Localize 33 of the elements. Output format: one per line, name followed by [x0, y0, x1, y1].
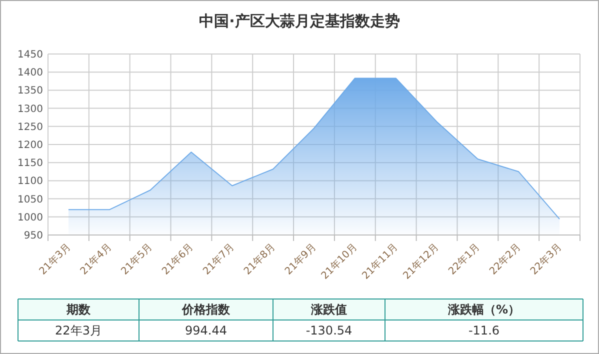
y-tick-label: 1300 [18, 104, 43, 115]
x-tick-label: 21年7月 [200, 241, 237, 278]
x-tick-label: 21年8月 [242, 241, 278, 278]
text: 涨跌幅（%） [446, 302, 520, 317]
x-tick-label: 21年4月 [78, 241, 114, 278]
x-tick-label: 21年6月 [160, 241, 196, 278]
x-tick-label: 21年11月 [360, 241, 400, 282]
x-tick-label: 21年3月 [36, 241, 74, 278]
text: 994.44 [185, 324, 227, 338]
text: -130.54 [306, 324, 352, 338]
y-tick-label: 1350 [18, 86, 43, 97]
y-tick-label: 1100 [18, 176, 43, 188]
y-tick-label: 1000 [18, 212, 43, 224]
chart-title: 中国·产区大蒜月定基指数走势 [199, 12, 400, 30]
y-tick-label: 1200 [18, 140, 43, 151]
text: 价格指数 [181, 302, 231, 317]
y-tick-label: 1400 [18, 68, 43, 79]
y-tick-label: 1050 [18, 194, 43, 206]
text: 期数 [66, 302, 92, 317]
x-tick-label: 21年5月 [118, 241, 155, 278]
x-tick-label: 21年9月 [282, 241, 319, 278]
text: 涨跌值 [310, 302, 347, 317]
x-tick-label: 21年10月 [318, 241, 360, 282]
y-tick-label: 1150 [18, 158, 43, 170]
x-tick-label: 22年1月 [446, 241, 482, 278]
y-tick-label: 1250 [18, 122, 43, 133]
text: 22年3月 [55, 324, 102, 338]
y-tick-label: 1450 [18, 50, 43, 60]
x-tick-label: 22年2月 [487, 241, 524, 278]
y-tick-label: 950 [24, 230, 43, 242]
text: -11.6 [468, 324, 500, 338]
x-tick-label: 21年12月 [400, 241, 442, 282]
x-tick-label: 22年3月 [528, 241, 564, 278]
